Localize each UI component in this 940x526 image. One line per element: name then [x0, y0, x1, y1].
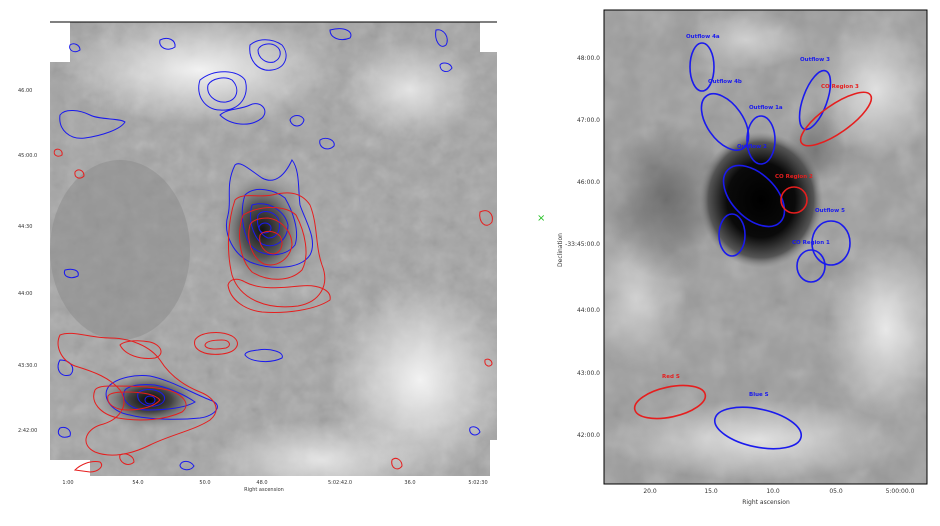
left-x-tick: 5:02:42.0 — [328, 480, 352, 486]
label-co-region-2: CO Region 2 — [775, 174, 813, 180]
label-red-s: Red S — [662, 374, 680, 380]
left-x-tick: 50.0 — [199, 480, 210, 486]
right-image — [604, 10, 927, 484]
label-co-region-3: CO Region 3 — [821, 84, 859, 90]
right-y-tick: 43:00.0 — [577, 370, 600, 377]
outflow-1b-ellipse — [718, 213, 746, 257]
label-outflow-4a: Outflow 4a — [686, 34, 720, 40]
outflow-2-ellipse — [722, 164, 786, 228]
right-x-tick: 05.0 — [829, 488, 843, 495]
left-x-axis: 1:00 54.0 50.0 48.0 5:02:42.0 36.0 5:02:… — [62, 480, 487, 493]
right-x-tick: 5:00:00.0 — [886, 488, 915, 495]
left-y-tick: 44:00 — [18, 291, 32, 297]
right-x-axis-label: Right ascension — [742, 499, 790, 506]
right-x-tick: 15.0 — [704, 488, 718, 495]
left-y-tick: 45:00.0 — [18, 153, 37, 159]
left-y-tick: 44:30 — [18, 224, 32, 230]
co-region-1-ellipse — [796, 249, 826, 283]
blue-s-ellipse — [713, 406, 803, 450]
outflow-1a-ellipse — [746, 115, 776, 165]
right-y-tick: 42:00.0 — [577, 432, 600, 439]
label-outflow-4b: Outflow 4b — [708, 79, 742, 85]
right-y-tick: 47:00.0 — [577, 117, 600, 124]
red-s-ellipse — [633, 384, 707, 420]
right-x-tick: 20.0 — [643, 488, 657, 495]
left-y-tick: 2:42:00 — [18, 428, 37, 434]
left-x-tick: 48.0 — [256, 480, 267, 486]
left-panel: 46.00 45:00.0 44:30 44:00 43:30.0 2:42:0… — [18, 21, 497, 493]
label-co-region-1: CO Region 1 — [792, 240, 830, 246]
right-y-tick: 48:00.0 — [577, 55, 600, 62]
co-region-3-ellipse — [799, 91, 873, 147]
outflow-5-ellipse — [811, 220, 851, 266]
region-ellipses — [633, 42, 873, 450]
left-y-tick: 46.00 — [18, 88, 32, 94]
region-labels: Outflow 4a Outflow 4b Outflow 1a Outflow… — [662, 34, 859, 398]
red-contours — [53, 148, 493, 473]
right-y-axis: 48:00.0 47:00.0 46:00.0 -33:45:00.0 44:0… — [565, 55, 600, 439]
marker-cross-icon: × — [537, 213, 546, 224]
label-outflow-2: Outflow 2 — [737, 144, 767, 150]
left-x-tick: 1:00 — [62, 480, 73, 486]
right-x-axis: 20.0 15.0 10.0 05.0 5:00:00.0 Right asce… — [643, 488, 914, 506]
left-x-axis-label: Right ascension — [244, 487, 284, 493]
left-x-tick: 36.0 — [404, 480, 415, 486]
label-outflow-3: Outflow 3 — [800, 57, 830, 63]
left-y-tick: 43:30.0 — [18, 363, 37, 369]
right-y-tick: 46:00.0 — [577, 179, 600, 186]
label-outflow-5: Outflow 5 — [815, 208, 845, 214]
left-x-tick: 54.0 — [132, 480, 143, 486]
blue-contours — [57, 28, 481, 471]
outflow-4a-ellipse — [689, 42, 715, 92]
outflow-4b-ellipse — [700, 93, 750, 151]
left-image — [50, 22, 497, 476]
right-y-axis-label: Declination — [557, 233, 564, 267]
right-y-tick: -33:45:00.0 — [565, 241, 600, 248]
left-x-tick: 5:02:30 — [468, 480, 487, 486]
label-blue-s: Blue S — [749, 392, 769, 398]
right-panel: Outflow 4a Outflow 4b Outflow 1a Outflow… — [557, 9, 928, 506]
left-y-axis: 46.00 45:00.0 44:30 44:00 43:30.0 2:42:0… — [18, 88, 37, 434]
right-x-tick: 10.0 — [766, 488, 780, 495]
co-region-2-ellipse — [780, 186, 808, 214]
label-outflow-1a: Outflow 1a — [749, 105, 783, 111]
right-y-tick: 44:00.0 — [577, 307, 600, 314]
